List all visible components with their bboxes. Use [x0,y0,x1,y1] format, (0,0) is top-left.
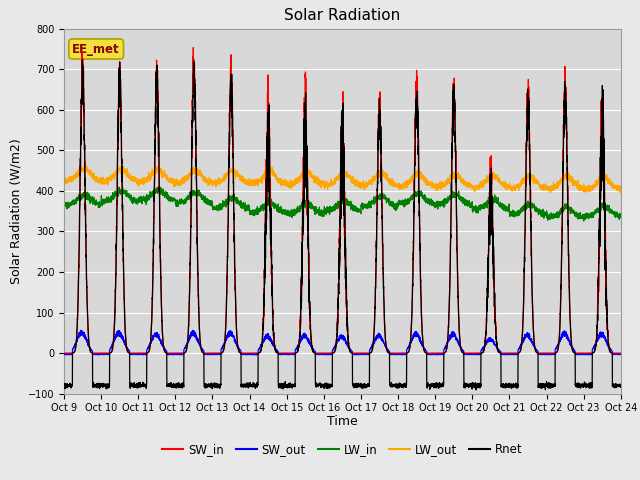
X-axis label: Time: Time [327,415,358,428]
Legend: SW_in, SW_out, LW_in, LW_out, Rnet: SW_in, SW_out, LW_in, LW_out, Rnet [157,438,527,461]
Y-axis label: Solar Radiation (W/m2): Solar Radiation (W/m2) [9,138,22,284]
Title: Solar Radiation: Solar Radiation [284,9,401,24]
Text: EE_met: EE_met [72,43,120,56]
